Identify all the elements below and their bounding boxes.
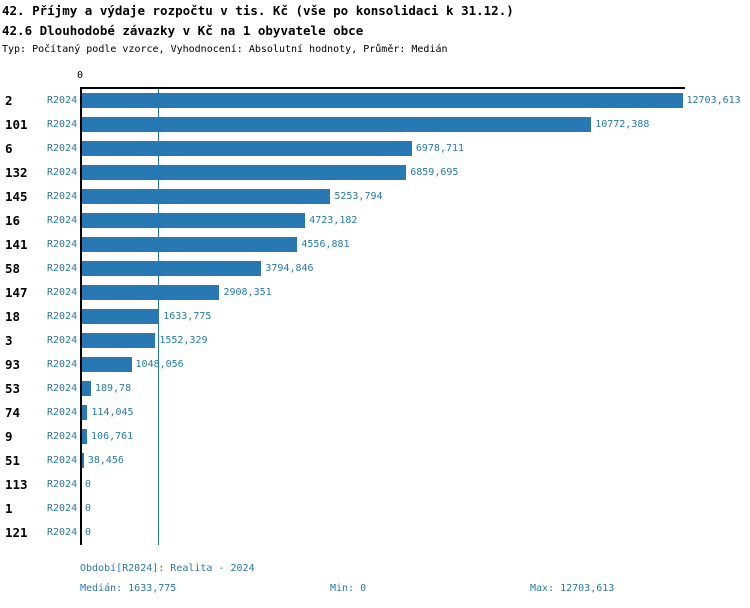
footer-median: Medián: 1633,775 bbox=[80, 583, 177, 594]
row-number-label: 141 bbox=[5, 237, 28, 252]
x-axis-line bbox=[80, 87, 685, 89]
footer-min: Min: 0 bbox=[330, 583, 367, 594]
row-period-label: R2024 bbox=[47, 287, 78, 298]
bar-value-label: 4556,881 bbox=[301, 239, 350, 250]
row-period-label: R2024 bbox=[47, 311, 78, 322]
row-number-label: 6 bbox=[5, 141, 13, 156]
bar bbox=[82, 165, 407, 180]
bar bbox=[82, 405, 88, 420]
bar-value-label: 5253,794 bbox=[334, 191, 383, 202]
row-period-label: R2024 bbox=[47, 239, 78, 250]
bar bbox=[82, 117, 592, 132]
bar bbox=[82, 309, 160, 324]
bar-value-label: 0 bbox=[85, 479, 92, 490]
bar-value-label: 12703,613 bbox=[686, 95, 741, 106]
row-number-label: 113 bbox=[5, 477, 28, 492]
row-period-label: R2024 bbox=[47, 95, 78, 106]
row-number-label: 93 bbox=[5, 357, 21, 372]
bar bbox=[82, 285, 220, 300]
row-period-label: R2024 bbox=[47, 143, 78, 154]
bar-value-label: 106,761 bbox=[91, 431, 134, 442]
row-number-label: 51 bbox=[5, 453, 21, 468]
row-number-label: 1 bbox=[5, 501, 13, 516]
row-period-label: R2024 bbox=[47, 167, 78, 178]
row-number-label: 9 bbox=[5, 429, 13, 444]
row-period-label: R2024 bbox=[47, 527, 78, 538]
row-period-label: R2024 bbox=[47, 407, 78, 418]
bar-value-label: 114,045 bbox=[91, 407, 134, 418]
x-axis-tick-zero: 0 bbox=[77, 70, 84, 81]
bar-value-label: 0 bbox=[85, 503, 92, 514]
row-number-label: 2 bbox=[5, 93, 13, 108]
row-period-label: R2024 bbox=[47, 335, 78, 346]
bar bbox=[82, 93, 683, 108]
row-number-label: 58 bbox=[5, 261, 21, 276]
row-period-label: R2024 bbox=[47, 215, 78, 226]
row-period-label: R2024 bbox=[47, 383, 78, 394]
row-number-label: 145 bbox=[5, 189, 28, 204]
row-period-label: R2024 bbox=[47, 455, 78, 466]
row-number-label: 16 bbox=[5, 213, 21, 228]
bar bbox=[82, 141, 412, 156]
bar-value-label: 4723,182 bbox=[309, 215, 358, 226]
row-period-label: R2024 bbox=[47, 191, 78, 202]
row-number-label: 18 bbox=[5, 309, 21, 324]
row-number-label: 121 bbox=[5, 525, 28, 540]
bar bbox=[82, 429, 88, 444]
row-number-label: 3 bbox=[5, 333, 13, 348]
footer-max: Max: 12703,613 bbox=[530, 583, 615, 594]
row-period-label: R2024 bbox=[47, 431, 78, 442]
bar-value-label: 1633,775 bbox=[163, 311, 212, 322]
bar-value-label: 6978,711 bbox=[415, 143, 465, 154]
row-number-label: 147 bbox=[5, 285, 28, 300]
row-period-label: R2024 bbox=[47, 263, 78, 274]
row-period-label: R2024 bbox=[47, 503, 78, 514]
row-number-label: 74 bbox=[5, 405, 21, 420]
bar bbox=[82, 189, 331, 204]
bar-value-label: 10772,388 bbox=[595, 119, 650, 130]
chart-title-line1: 42. Příjmy a výdaje rozpočtu v tis. Kč (… bbox=[2, 3, 514, 18]
bar bbox=[82, 381, 91, 396]
bar-value-label: 0 bbox=[85, 527, 92, 538]
row-period-label: R2024 bbox=[47, 119, 78, 130]
bar-value-label: 3794,846 bbox=[265, 263, 314, 274]
bar-value-label: 189,78 bbox=[94, 383, 132, 394]
chart-subtitle: Typ: Počítaný podle vzorce, Vyhodnocení:… bbox=[2, 44, 448, 55]
bar bbox=[82, 213, 306, 228]
footer-period-info: Období[R2024]: Realita - 2024 bbox=[80, 563, 255, 574]
row-period-label: R2024 bbox=[47, 479, 78, 490]
bar-value-label: 1552,329 bbox=[159, 335, 208, 346]
row-number-label: 101 bbox=[5, 117, 28, 132]
bar bbox=[82, 261, 262, 276]
row-number-label: 53 bbox=[5, 381, 21, 396]
bar-value-label: 2908,351 bbox=[223, 287, 272, 298]
chart-title-line2: 42.6 Dlouhodobé závazky v Kč na 1 obyvat… bbox=[2, 23, 364, 38]
bar-value-label: 38,456 bbox=[87, 455, 124, 466]
bar bbox=[82, 237, 298, 252]
row-number-label: 132 bbox=[5, 165, 28, 180]
row-period-label: R2024 bbox=[47, 359, 78, 370]
bar bbox=[82, 357, 132, 372]
y-axis-line bbox=[80, 87, 82, 545]
bar bbox=[82, 453, 84, 468]
bar bbox=[82, 333, 156, 348]
bar-value-label: 1048,056 bbox=[135, 359, 184, 370]
bar-value-label: 6859,695 bbox=[410, 167, 459, 178]
